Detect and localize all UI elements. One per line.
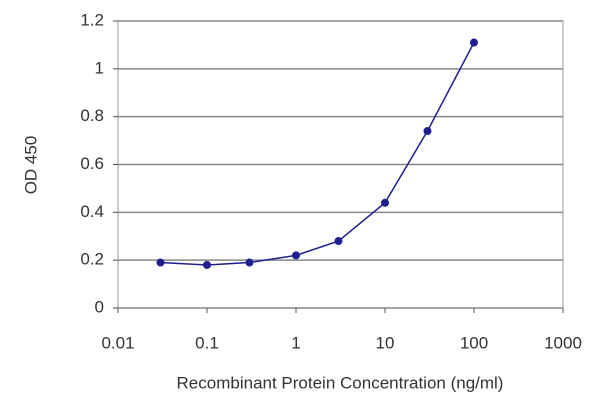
data-point <box>470 38 478 47</box>
y-axis-label: OD 450 <box>21 136 40 195</box>
data-point <box>292 251 300 260</box>
x-axis-label: Recombinant Protein Concentration (ng/ml… <box>177 373 504 392</box>
data-point <box>334 237 343 246</box>
data-line <box>160 42 475 266</box>
x-tick-label: 1 <box>291 333 300 352</box>
x-tick-label: 0.1 <box>195 333 219 352</box>
data-point <box>203 260 211 269</box>
y-tick-label: 0 <box>95 297 104 316</box>
x-tick-label: 10 <box>376 333 395 352</box>
x-tick-label: 100 <box>460 333 488 352</box>
x-tick-label: 0.01 <box>101 333 134 352</box>
y-tick-label: 0.2 <box>80 250 104 269</box>
data-point <box>381 198 389 207</box>
data-point <box>156 258 165 267</box>
y-tick-label: 1 <box>95 58 104 77</box>
x-tick-label: 1000 <box>544 333 582 352</box>
data-point <box>423 127 432 136</box>
data-point <box>245 258 254 267</box>
y-tick-label: 0.6 <box>80 154 104 173</box>
y-tick-label: 1.2 <box>80 10 104 29</box>
y-tick-label: 0.4 <box>80 202 104 221</box>
y-tick-label: 0.8 <box>80 106 104 125</box>
